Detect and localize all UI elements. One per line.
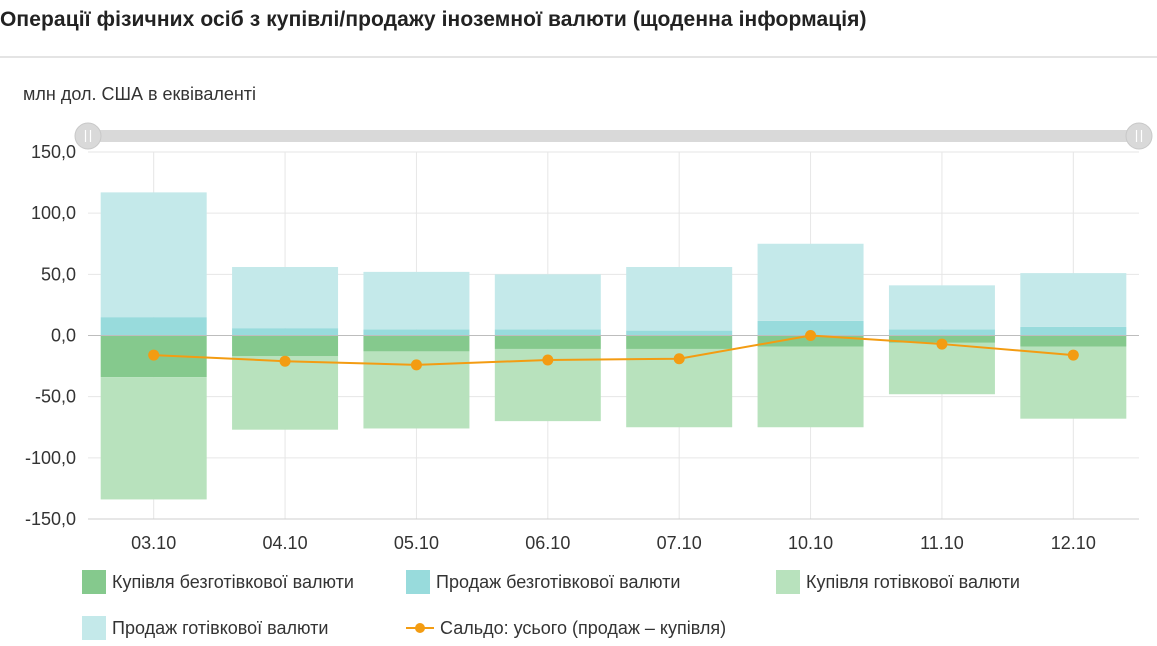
- legend-line-marker-icon: [406, 616, 434, 640]
- bar-05.10-series-1[interactable]: [363, 329, 470, 336]
- bar-07.10-series-1[interactable]: [626, 330, 733, 336]
- legend-label: Сальдо: усього (продаж – купівля): [440, 617, 727, 638]
- legend-swatch-cash-purchase: [776, 570, 800, 594]
- x-tick-label: 05.10: [394, 533, 439, 553]
- balance-point-05.10[interactable]: [410, 359, 422, 371]
- bar-10.10-series-0[interactable]: [757, 335, 864, 347]
- x-tick-label: 10.10: [788, 533, 833, 553]
- x-tick-label: 12.10: [1051, 533, 1096, 553]
- legend-label: Продаж готівкової валюти: [112, 617, 329, 638]
- bar-10.10-series-2[interactable]: [757, 346, 864, 428]
- balance-point-04.10[interactable]: [279, 355, 291, 367]
- bar-05.10-series-3[interactable]: [363, 271, 470, 330]
- bar-06.10-series-1[interactable]: [494, 329, 601, 336]
- bars: [100, 192, 1127, 500]
- x-tick-label: 03.10: [131, 533, 176, 553]
- bar-06.10-series-0[interactable]: [494, 335, 601, 349]
- x-tick-label: 04.10: [263, 533, 308, 553]
- legend-item-cashless-purchase[interactable]: Купівля безготівкової валюти: [82, 570, 354, 594]
- balance-point-10.10[interactable]: [805, 330, 817, 341]
- y-tick-label: 50,0: [41, 264, 76, 284]
- bar-04.10-series-0[interactable]: [232, 335, 339, 357]
- y-tick-label: -50,0: [35, 387, 76, 407]
- bar-10.10-series-3[interactable]: [757, 243, 864, 321]
- bar-03.10-series-2[interactable]: [100, 377, 207, 500]
- bar-11.10-series-3[interactable]: [888, 285, 995, 330]
- range-slider-track[interactable]: [88, 130, 1140, 142]
- bar-03.10-series-1[interactable]: [100, 317, 207, 336]
- legend-item-cash-sale[interactable]: Продаж готівкової валюти: [82, 616, 328, 640]
- y-tick-label: -150,0: [25, 509, 76, 529]
- legend-label: Купівля готівкової валюти: [806, 571, 1020, 592]
- legend-item-balance[interactable]: Сальдо: усього (продаж – купівля): [406, 616, 726, 640]
- legend-item-cashless-sale[interactable]: Продаж безготівкової валюти: [406, 570, 680, 594]
- legend-swatch-cash-sale: [82, 616, 106, 640]
- balance-line-series: [148, 330, 1079, 371]
- bar-04.10-series-3[interactable]: [232, 266, 339, 329]
- y-tick-label: 0,0: [51, 326, 76, 346]
- bar-12.10-series-1[interactable]: [1020, 326, 1127, 336]
- range-slider-left-handle[interactable]: [74, 122, 102, 150]
- balance-point-06.10[interactable]: [542, 354, 554, 366]
- legend-label: Продаж безготівкової валюти: [436, 571, 681, 592]
- y-axis-unit-label: млн дол. США в еквіваленті: [23, 84, 257, 104]
- balance-point-07.10[interactable]: [673, 353, 685, 365]
- x-tick-label: 06.10: [525, 533, 570, 553]
- balance-point-03.10[interactable]: [148, 349, 160, 361]
- chart-title: Операції фізичних осіб з купівлі/продажу…: [0, 8, 867, 31]
- title-divider: [0, 56, 1157, 58]
- bar-10.10-series-1[interactable]: [757, 320, 864, 336]
- legend-swatch-cashless-purchase: [82, 570, 106, 594]
- bar-11.10-series-2[interactable]: [888, 342, 995, 395]
- y-tick-label: -100,0: [25, 448, 76, 468]
- legend-swatch-cashless-sale: [406, 570, 430, 594]
- x-tick-label: 07.10: [657, 533, 702, 553]
- x-tick-label: 11.10: [920, 533, 964, 553]
- y-tick-label: 150,0: [31, 142, 76, 162]
- bar-06.10-series-3[interactable]: [494, 274, 601, 330]
- axes: [88, 335, 1139, 520]
- y-tick-labels: 150,0 100,0 50,0 0,0 -50,0 -100,0 -150,0: [25, 142, 76, 529]
- balance-line: [153, 334, 1074, 366]
- bar-07.10-series-3[interactable]: [626, 266, 733, 331]
- x-tick-labels: 03.10 04.10 05.10 06.10 07.10 10.10 11.10 12.10: [131, 533, 1096, 553]
- bar-03.10-series-3[interactable]: [100, 192, 207, 318]
- bar-12.10-series-0[interactable]: [1020, 335, 1127, 347]
- legend-item-cash-purchase[interactable]: Купівля готівкової валюти: [776, 570, 1020, 594]
- y-tick-label: 100,0: [31, 203, 76, 223]
- range-slider[interactable]: [74, 122, 1153, 150]
- bar-07.10-series-0[interactable]: [626, 335, 733, 349]
- bar-12.10-series-3[interactable]: [1020, 273, 1127, 327]
- balance-point-12.10[interactable]: [1067, 349, 1079, 361]
- bar-11.10-series-1[interactable]: [888, 329, 995, 336]
- bar-05.10-series-0[interactable]: [363, 335, 470, 352]
- legend-label: Купівля безготівкової валюти: [112, 571, 354, 592]
- bar-04.10-series-1[interactable]: [232, 328, 339, 336]
- balance-point-11.10[interactable]: [936, 338, 948, 350]
- range-slider-right-handle[interactable]: [1125, 122, 1153, 150]
- bar-04.10-series-2[interactable]: [232, 356, 339, 430]
